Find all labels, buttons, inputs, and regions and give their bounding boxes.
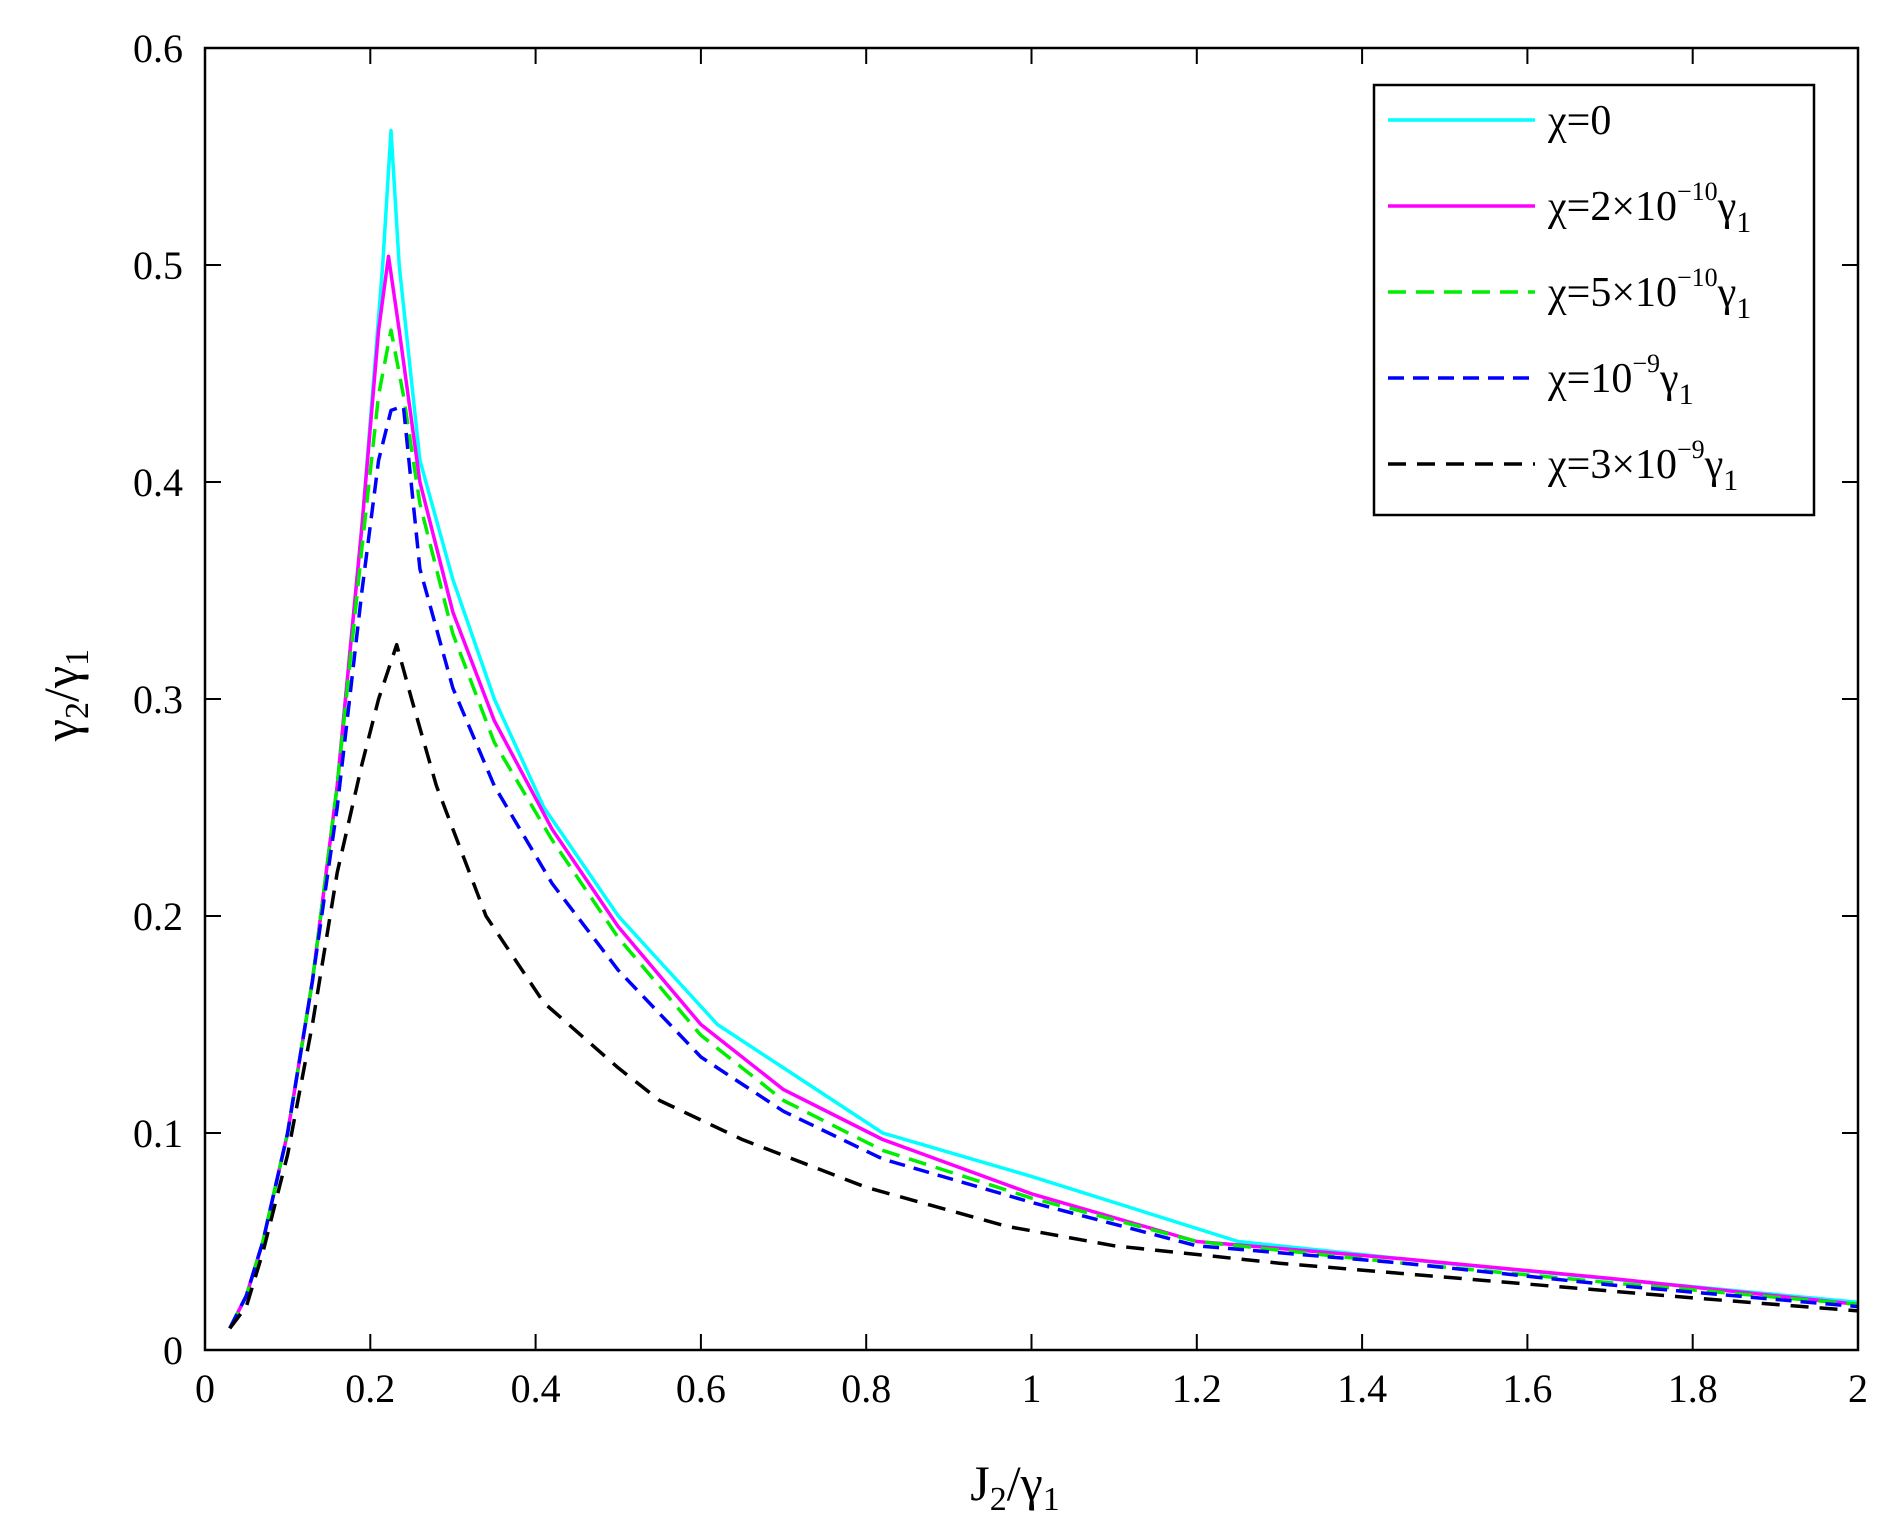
y-tick-label: 0.5 xyxy=(133,243,183,288)
legend-label-sub: 1 xyxy=(1723,464,1738,497)
legend-label-sup: −9 xyxy=(1632,349,1660,378)
x-tick-label: 0.8 xyxy=(841,1366,891,1411)
x-ticks: 0 0.2 0.4 0.6 0.8 1 1.2 1.4 1.6 1.8 2 xyxy=(195,48,1868,1411)
legend-label-gamma: γ xyxy=(1704,442,1724,488)
y-ticks: 0 0.1 0.2 0.3 0.4 0.5 0.6 xyxy=(133,26,1858,1373)
y-axis-label-main: γ xyxy=(33,719,89,742)
series-layer xyxy=(228,128,1859,1330)
legend-label-prefix: χ=3×10 xyxy=(1547,442,1677,488)
legend-label-prefix: χ=0 xyxy=(1547,98,1611,144)
legend-label-4: χ=3×10−9γ1 xyxy=(1547,435,1738,497)
legend-label-sub: 1 xyxy=(1736,292,1751,325)
legend-label-1: χ=2×10−10γ1 xyxy=(1547,177,1751,239)
legend-label-gamma: γ xyxy=(1717,184,1737,230)
legend: χ=0χ=2×10−10γ1χ=5×10−10γ1χ=10−9γ1χ=3×10−… xyxy=(1372,83,1816,517)
x-tick-label: 0.2 xyxy=(345,1366,395,1411)
y-axis-label-den: γ xyxy=(33,666,89,689)
series-line-2 xyxy=(228,328,1859,1330)
y-tick-label: 0.1 xyxy=(133,1111,183,1156)
y-axis-label: γ2/γ1 xyxy=(33,649,96,742)
y-tick-label: 0.4 xyxy=(133,460,183,505)
y-tick-label: 0 xyxy=(163,1328,183,1373)
legend-label-gamma: γ xyxy=(1717,270,1737,316)
x-tick-label: 1.6 xyxy=(1502,1366,1552,1411)
legend-label-sup: −10 xyxy=(1677,263,1718,292)
x-tick-label: 0.4 xyxy=(511,1366,561,1411)
y-tick-label: 0.3 xyxy=(133,677,183,722)
legend-label-gamma: γ xyxy=(1659,356,1679,402)
y-axis-label-den-sub: 1 xyxy=(59,649,96,666)
y-axis-label-slash: / xyxy=(33,688,89,702)
x-tick-label: 1 xyxy=(1022,1366,1042,1411)
x-axis-label-den: γ xyxy=(1020,1455,1043,1511)
x-tick-label: 2 xyxy=(1848,1366,1868,1411)
legend-label-3: χ=10−9γ1 xyxy=(1547,349,1694,411)
x-axis-label: J2/γ1 xyxy=(970,1455,1059,1518)
x-tick-label: 0 xyxy=(195,1366,215,1411)
legend-label-prefix: χ=10 xyxy=(1547,356,1632,402)
x-tick-label: 1.2 xyxy=(1172,1366,1222,1411)
y-tick-label: 0.6 xyxy=(133,26,183,71)
series-line-3 xyxy=(228,404,1859,1330)
x-tick-label: 1.4 xyxy=(1337,1366,1387,1411)
legend-label-prefix: χ=2×10 xyxy=(1547,184,1677,230)
x-axis-label-sub: 2 xyxy=(990,1481,1007,1518)
legend-label-0: χ=0 xyxy=(1547,98,1611,144)
legend-label-sup: −10 xyxy=(1677,177,1718,206)
y-tick-label: 0.2 xyxy=(133,894,183,939)
legend-label-sub: 1 xyxy=(1736,206,1751,239)
legend-label-2: χ=5×10−10γ1 xyxy=(1547,263,1751,325)
x-axis-label-slash: / xyxy=(1007,1455,1021,1511)
x-tick-label: 1.8 xyxy=(1668,1366,1718,1411)
legend-label-prefix: χ=5×10 xyxy=(1547,270,1677,316)
x-tick-label: 0.6 xyxy=(676,1366,726,1411)
y-axis-label-sub: 2 xyxy=(59,702,96,719)
x-axis-label-main: J xyxy=(970,1455,989,1511)
series-line-4 xyxy=(228,642,1859,1330)
legend-label-sub: 1 xyxy=(1679,378,1694,411)
legend-box xyxy=(1372,83,1816,517)
x-axis-label-den-sub: 1 xyxy=(1043,1481,1060,1518)
legend-label-sup: −9 xyxy=(1677,435,1705,464)
